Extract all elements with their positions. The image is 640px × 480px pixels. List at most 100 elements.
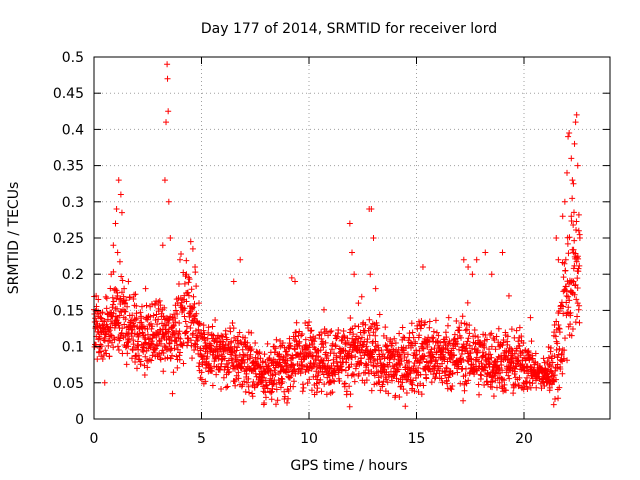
data-point <box>195 326 202 333</box>
data-point <box>383 334 390 341</box>
data-point <box>570 209 577 216</box>
data-point <box>149 323 156 330</box>
data-point <box>348 361 355 368</box>
data-point <box>368 324 375 331</box>
data-point <box>229 319 236 326</box>
data-point <box>564 169 570 176</box>
data-point <box>312 335 319 342</box>
data-point <box>189 245 196 252</box>
data-point <box>129 326 136 333</box>
data-point <box>422 319 429 326</box>
data-point <box>317 376 324 383</box>
data-point <box>174 364 181 371</box>
data-point <box>553 318 560 325</box>
data-point <box>347 391 354 398</box>
data-point <box>488 271 495 278</box>
data-point <box>173 342 180 349</box>
data-point <box>299 388 306 395</box>
data-point <box>373 363 380 370</box>
data-point <box>460 397 467 404</box>
data-point <box>442 369 449 376</box>
data-point <box>202 340 209 347</box>
data-point <box>505 292 512 299</box>
data-point <box>231 378 238 385</box>
data-point <box>505 349 512 356</box>
data-point <box>122 316 129 323</box>
data-point <box>503 353 510 360</box>
data-point <box>351 371 358 378</box>
data-point <box>220 374 227 381</box>
data-point <box>439 379 446 386</box>
data-point <box>435 332 442 339</box>
data-point <box>200 327 207 334</box>
data-point <box>482 249 489 256</box>
data-point <box>156 350 163 357</box>
data-point <box>112 220 119 227</box>
data-point <box>358 360 365 367</box>
data-point <box>159 242 166 249</box>
data-points <box>91 61 583 410</box>
data-point <box>346 220 353 227</box>
data-point <box>559 370 566 377</box>
data-point <box>329 340 336 347</box>
data-point <box>423 359 430 366</box>
data-point <box>565 323 572 330</box>
data-point <box>483 336 490 343</box>
data-point <box>541 359 548 366</box>
data-point <box>141 334 148 341</box>
data-point <box>563 283 570 290</box>
data-point <box>368 206 375 213</box>
data-point <box>363 343 370 350</box>
data-point <box>307 328 314 335</box>
data-point <box>236 352 243 359</box>
data-point <box>349 371 356 378</box>
data-point <box>148 325 155 332</box>
data-point <box>193 283 200 290</box>
data-point <box>277 363 284 370</box>
y-tick-label: 0.35 <box>53 159 84 175</box>
data-point <box>180 360 187 367</box>
data-point <box>342 367 349 374</box>
data-point <box>101 379 108 386</box>
data-point <box>407 339 414 346</box>
data-point <box>218 356 225 363</box>
data-point <box>148 357 155 364</box>
data-point <box>300 356 307 363</box>
data-point <box>552 333 559 340</box>
data-point <box>338 366 345 373</box>
data-point <box>348 354 355 361</box>
data-point <box>138 313 145 320</box>
data-point <box>269 385 276 392</box>
data-point <box>350 331 357 338</box>
data-point <box>196 329 203 336</box>
data-point <box>563 299 570 306</box>
data-point <box>498 361 505 368</box>
data-point <box>567 321 574 328</box>
data-point <box>138 303 145 310</box>
data-point <box>209 368 216 375</box>
data-point <box>287 343 294 350</box>
data-point <box>110 310 117 317</box>
data-point <box>95 296 102 303</box>
data-point <box>284 399 291 406</box>
data-point <box>148 338 155 345</box>
data-point <box>104 316 111 323</box>
data-point <box>571 291 578 298</box>
data-point <box>342 347 349 354</box>
data-point <box>527 314 534 321</box>
data-point <box>107 285 114 292</box>
x-tick-label: 10 <box>300 431 318 447</box>
data-point <box>164 75 171 82</box>
data-point <box>105 342 112 349</box>
data-point <box>239 356 246 363</box>
data-point <box>101 337 108 344</box>
data-point <box>133 302 140 309</box>
data-point <box>198 376 205 383</box>
data-point <box>566 234 573 241</box>
data-point <box>276 369 283 376</box>
data-point <box>326 366 333 373</box>
data-point <box>336 377 343 384</box>
data-point <box>163 329 170 336</box>
data-point <box>461 387 468 394</box>
data-point <box>183 328 190 335</box>
